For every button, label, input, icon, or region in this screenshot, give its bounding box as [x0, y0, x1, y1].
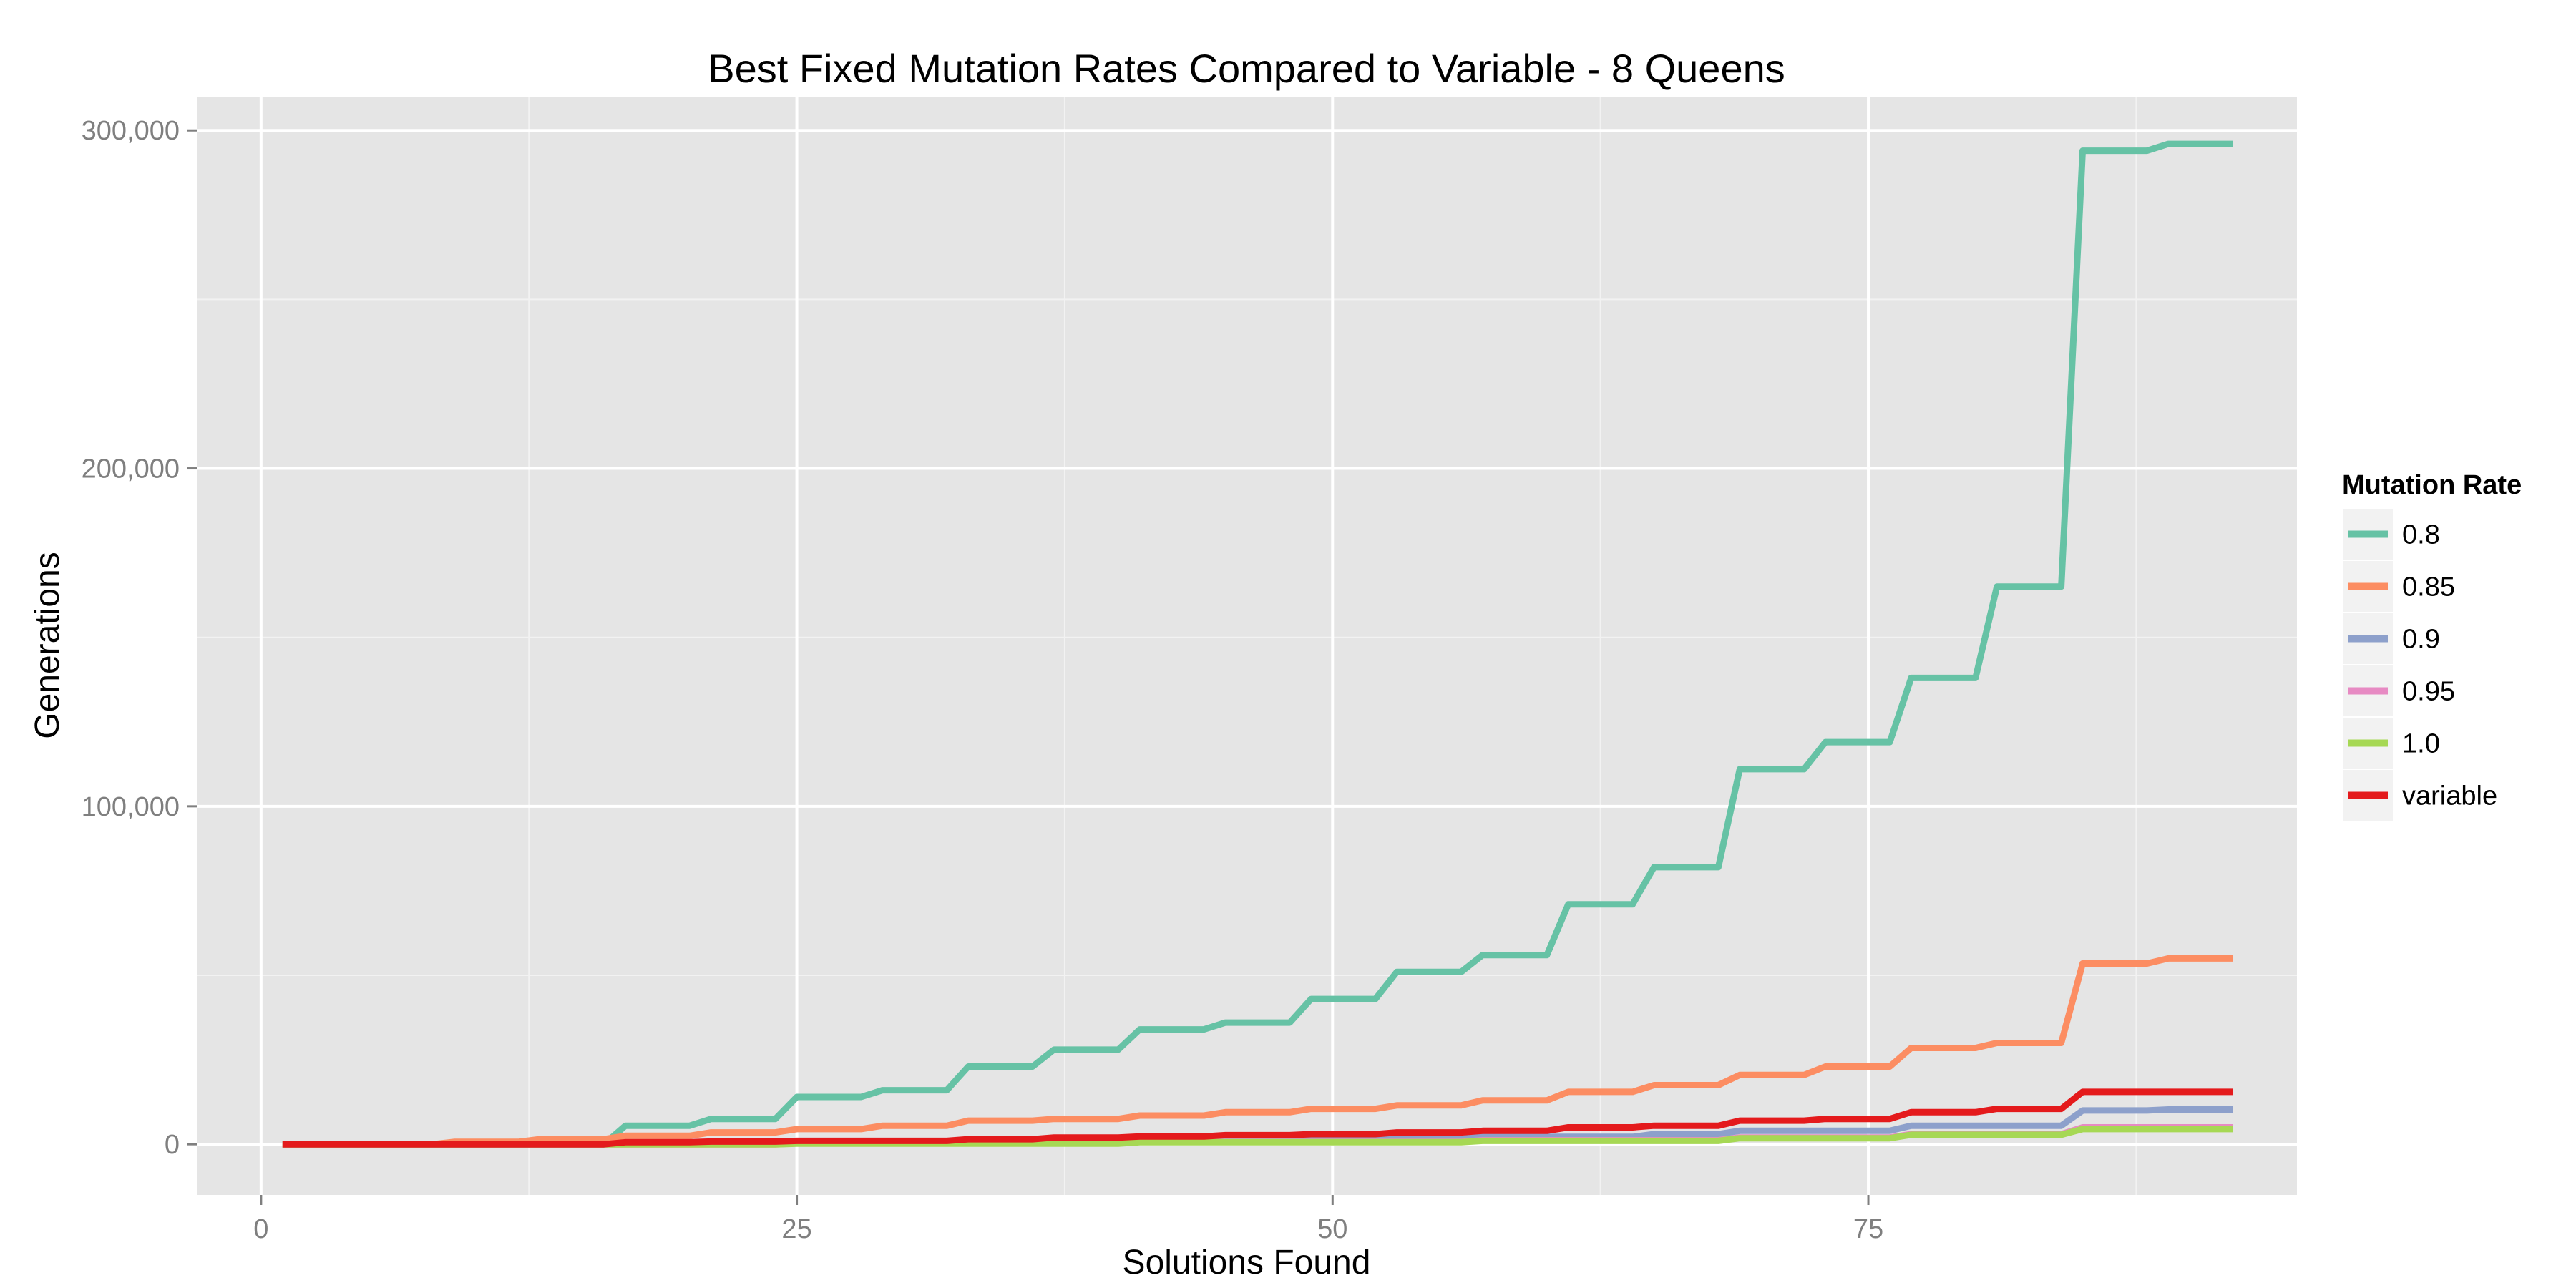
x-tick-label: 50 — [1317, 1214, 1347, 1244]
series-line-0.8 — [282, 140, 2233, 1148]
series-lines — [282, 140, 2233, 1148]
y-tick-label: 100,000 — [82, 792, 180, 822]
y-axis-ticks: 0 100,000 200,000 300,000 — [82, 116, 197, 1160]
chart-title: Best Fixed Mutation Rates Compared to Va… — [708, 46, 1785, 91]
legend-label: 0.85 — [2402, 572, 2455, 602]
legend-items: 0.8 0.85 0.9 0.95 1.0 variable — [2341, 507, 2497, 822]
plot-panel — [197, 97, 2297, 1195]
y-tick-label: 0 — [165, 1130, 180, 1160]
legend-label: 1.0 — [2402, 729, 2440, 759]
minor-gridlines — [197, 97, 2297, 1195]
series-line-0.85 — [282, 955, 2233, 1148]
x-tick-label: 75 — [1853, 1214, 1883, 1244]
legend-label: 0.8 — [2402, 520, 2440, 550]
y-axis-label: Generations — [29, 552, 67, 739]
legend: Mutation Rate 0.8 0.85 0.9 0.95 1.0 variable — [2341, 470, 2522, 822]
x-axis-ticks: 0 25 50 75 — [253, 1195, 1883, 1244]
x-tick-label: 25 — [781, 1214, 811, 1244]
major-gridlines — [197, 97, 2297, 1195]
x-tick-label: 0 — [253, 1214, 268, 1244]
series-line-variable — [282, 1088, 2233, 1148]
x-axis-label: Solutions Found — [1123, 1244, 1371, 1282]
y-tick-label: 300,000 — [82, 116, 180, 146]
legend-label: 0.9 — [2402, 625, 2440, 655]
legend-label: variable — [2402, 781, 2497, 811]
y-tick-label: 200,000 — [82, 454, 180, 484]
legend-title: Mutation Rate — [2342, 470, 2522, 500]
legend-label: 0.95 — [2402, 677, 2455, 707]
